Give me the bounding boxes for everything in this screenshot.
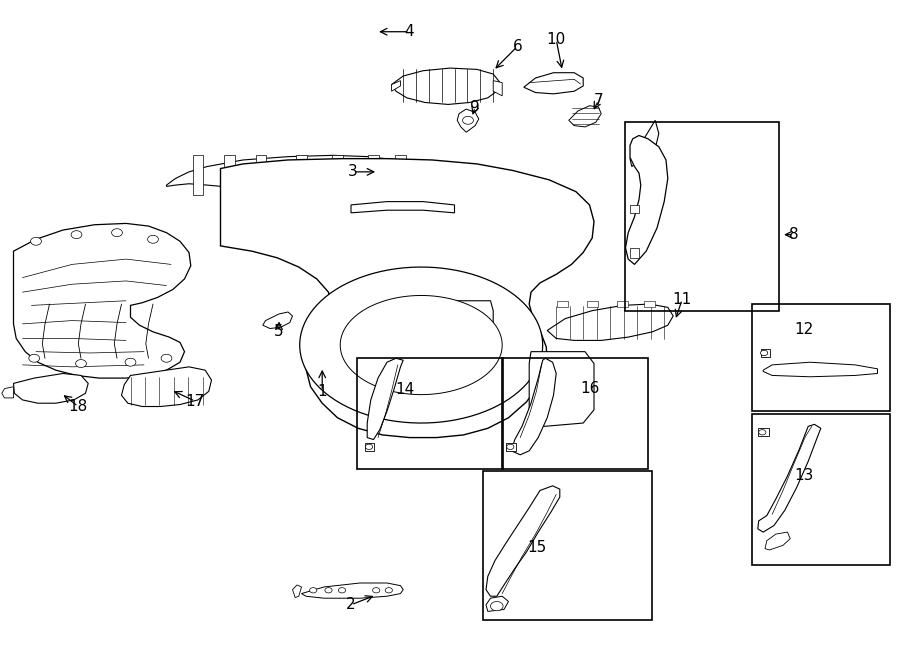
Circle shape: [71, 231, 82, 239]
Text: 4: 4: [405, 24, 414, 39]
Polygon shape: [166, 155, 432, 194]
Text: 17: 17: [185, 394, 205, 408]
Polygon shape: [392, 81, 400, 91]
Text: 2: 2: [346, 598, 356, 612]
Circle shape: [463, 116, 473, 124]
Polygon shape: [428, 301, 493, 344]
Polygon shape: [630, 205, 639, 213]
Polygon shape: [630, 120, 659, 167]
Circle shape: [373, 588, 380, 593]
Text: 6: 6: [513, 39, 522, 54]
Polygon shape: [760, 349, 770, 357]
Polygon shape: [587, 301, 598, 307]
Polygon shape: [758, 424, 821, 532]
Polygon shape: [340, 295, 502, 395]
Polygon shape: [506, 443, 516, 451]
Text: 8: 8: [789, 227, 798, 242]
Text: 5: 5: [274, 325, 284, 339]
Polygon shape: [630, 248, 639, 258]
Polygon shape: [292, 585, 302, 598]
Circle shape: [161, 354, 172, 362]
Polygon shape: [529, 352, 594, 426]
Circle shape: [385, 588, 392, 593]
Circle shape: [310, 588, 317, 593]
Polygon shape: [511, 358, 556, 455]
Polygon shape: [364, 443, 374, 451]
Circle shape: [76, 360, 86, 368]
Polygon shape: [14, 223, 191, 378]
Bar: [502, 358, 648, 469]
Text: 12: 12: [794, 322, 814, 336]
Circle shape: [148, 235, 158, 243]
Circle shape: [29, 354, 40, 362]
Text: 11: 11: [672, 292, 692, 307]
Polygon shape: [302, 583, 403, 598]
Text: 3: 3: [348, 165, 357, 179]
Polygon shape: [457, 109, 479, 132]
Polygon shape: [493, 81, 502, 96]
Polygon shape: [569, 106, 601, 127]
Polygon shape: [351, 202, 454, 213]
Text: 7: 7: [594, 93, 603, 108]
Circle shape: [760, 350, 768, 356]
Polygon shape: [300, 267, 543, 423]
Polygon shape: [296, 155, 307, 195]
Polygon shape: [368, 155, 379, 195]
Polygon shape: [193, 155, 203, 195]
Polygon shape: [758, 428, 769, 436]
Polygon shape: [763, 362, 877, 377]
Text: 15: 15: [527, 540, 547, 555]
Circle shape: [507, 444, 514, 449]
Polygon shape: [765, 532, 790, 550]
Circle shape: [325, 588, 332, 593]
Polygon shape: [626, 136, 668, 264]
Circle shape: [338, 588, 346, 593]
Polygon shape: [547, 304, 673, 340]
Bar: [357, 358, 503, 469]
Polygon shape: [486, 486, 560, 596]
Circle shape: [491, 602, 503, 611]
Circle shape: [31, 237, 41, 245]
Polygon shape: [557, 301, 568, 307]
Polygon shape: [256, 155, 266, 195]
Text: 16: 16: [580, 381, 599, 395]
Polygon shape: [224, 155, 235, 195]
Polygon shape: [617, 301, 628, 307]
Polygon shape: [392, 68, 500, 104]
Text: 10: 10: [546, 32, 566, 47]
Text: 18: 18: [68, 399, 88, 414]
Text: 9: 9: [471, 100, 480, 114]
Circle shape: [759, 430, 766, 435]
Polygon shape: [263, 312, 293, 329]
Bar: [752, 304, 890, 411]
Polygon shape: [486, 596, 508, 611]
Circle shape: [125, 358, 136, 366]
Polygon shape: [220, 159, 594, 438]
Bar: [625, 122, 779, 311]
Polygon shape: [122, 367, 212, 407]
Text: 14: 14: [395, 383, 415, 397]
Polygon shape: [332, 155, 343, 195]
Polygon shape: [395, 155, 406, 195]
Circle shape: [112, 229, 122, 237]
Bar: [752, 414, 890, 565]
Bar: [483, 471, 652, 620]
Polygon shape: [14, 373, 88, 403]
Circle shape: [365, 444, 373, 449]
Text: 1: 1: [318, 384, 327, 399]
Polygon shape: [644, 301, 655, 307]
Polygon shape: [367, 358, 403, 440]
Text: 13: 13: [794, 469, 814, 483]
Polygon shape: [524, 73, 583, 94]
Polygon shape: [2, 387, 14, 398]
